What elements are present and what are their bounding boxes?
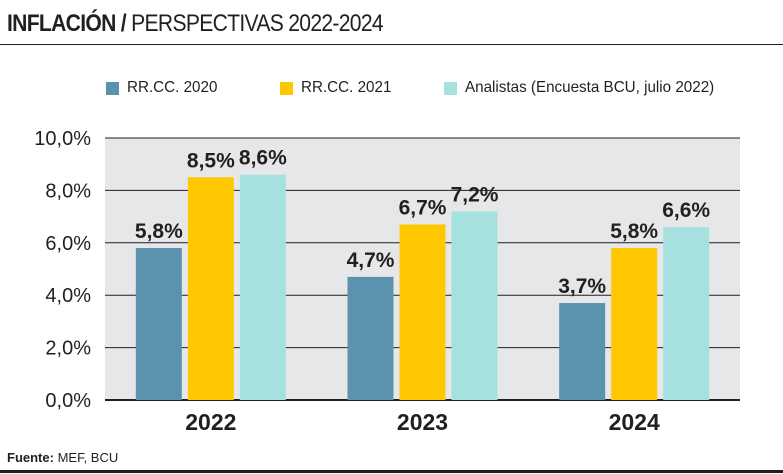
x-tick-label: 2024 [609,409,660,435]
data-label: 5,8% [135,220,183,243]
bar [559,303,606,400]
data-label: 7,2% [451,183,499,206]
source-note: Fuente: MEF, BCU [7,450,118,465]
data-label: 5,8% [610,220,658,243]
bar [135,248,182,400]
bar [611,248,658,400]
data-label: 3,7% [558,275,606,298]
bar [187,177,234,400]
y-tick-label: 10,0% [34,128,91,150]
bottom-divider [0,470,783,473]
bar [239,174,286,400]
y-tick-label: 0,0% [45,390,91,412]
title-divider [0,44,783,45]
legend-label-analistas: Analistas (Encuesta BCU, julio 2022) [465,79,715,96]
legend-label-rrcc-2021: RR.CC. 2021 [301,79,392,96]
y-tick-label: 2,0% [45,338,91,360]
legend-label-rrcc-2020: RR.CC. 2020 [127,79,218,96]
x-tick-label: 2022 [185,409,236,435]
bar [663,227,710,400]
y-tick-label: 4,0% [45,285,91,307]
bar [399,224,446,400]
bar [451,211,498,400]
data-label: 6,6% [662,199,710,222]
data-label: 4,7% [347,249,395,272]
data-label: 8,5% [187,149,235,172]
chart-title: INFLACIÓN / PERSPECTIVAS 2022-2024 [7,10,384,38]
source-label: Fuente: [7,450,54,465]
chart-title-bold: INFLACIÓN / [7,10,127,37]
data-label: 8,6% [239,147,287,170]
chart-title-regular: PERSPECTIVAS 2022-2024 [131,10,383,37]
legend-swatch-analistas [444,82,457,95]
y-tick-label: 6,0% [45,233,91,255]
x-tick-label: 2023 [397,409,448,435]
legend-swatch-rrcc-2020 [106,82,119,95]
data-label: 6,7% [399,196,447,219]
bar [347,276,394,400]
y-tick-label: 8,0% [45,180,91,202]
source-value: MEF, BCU [57,450,119,465]
legend-swatch-rrcc-2021 [280,82,293,95]
